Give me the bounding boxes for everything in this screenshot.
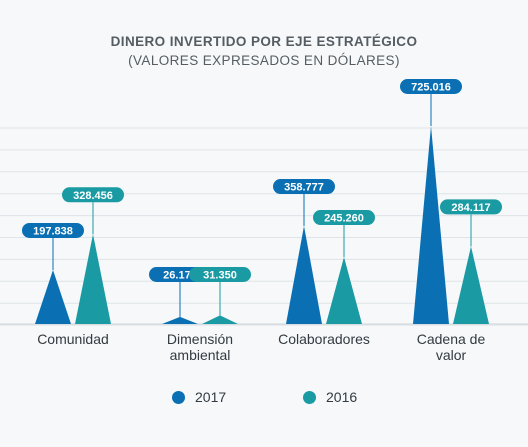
category-label: valor [436, 347, 467, 363]
bar-2017-3 [413, 126, 449, 324]
category-label: Cadena de [417, 331, 486, 347]
legend-swatch-2017 [172, 390, 185, 404]
data-label: 31.350 [203, 270, 237, 282]
category-label: Comunidad [37, 331, 109, 347]
bar-2016-2 [326, 257, 362, 324]
data-label: 328.456 [73, 190, 113, 202]
legend-swatch-2016 [303, 390, 316, 404]
data-label-pill [62, 187, 124, 203]
data-label: 26.174 [163, 270, 198, 282]
chart-subtitle: (VALORES EXPRESADOS EN DÓLARES) [128, 53, 400, 68]
legend-item-2017: 2017 [172, 389, 226, 405]
category-label: Colaboradores [278, 331, 370, 347]
data-label-pill [189, 267, 251, 282]
category-label: Dimensión [167, 331, 233, 347]
data-label-pill [440, 199, 502, 215]
data-label: 197.838 [33, 225, 73, 237]
data-label: 725.016 [411, 82, 451, 94]
bar-2016-1 [202, 315, 238, 324]
bar-2017-1 [162, 316, 198, 324]
legend-label-2016: 2016 [326, 389, 358, 405]
legend-label-2017: 2017 [195, 389, 227, 405]
data-label: 284.117 [451, 202, 490, 214]
chart-title: DINERO INVERTIDO POR EJE ESTRATÉGICO [110, 34, 418, 49]
data-label-pill [400, 79, 462, 94]
data-label: 358.777 [284, 182, 324, 194]
legend-item-2016: 2016 [303, 389, 357, 405]
data-label-pill [22, 222, 84, 238]
category-label: ambiental [170, 347, 231, 363]
data-label-pill [313, 210, 375, 226]
bar-2017-2 [286, 226, 322, 324]
bar-2016-3 [453, 246, 489, 324]
data-label: 245.260 [324, 213, 364, 225]
data-label-pill [273, 179, 335, 195]
bar-2016-0 [75, 234, 111, 324]
bar-2017-0 [35, 270, 71, 324]
